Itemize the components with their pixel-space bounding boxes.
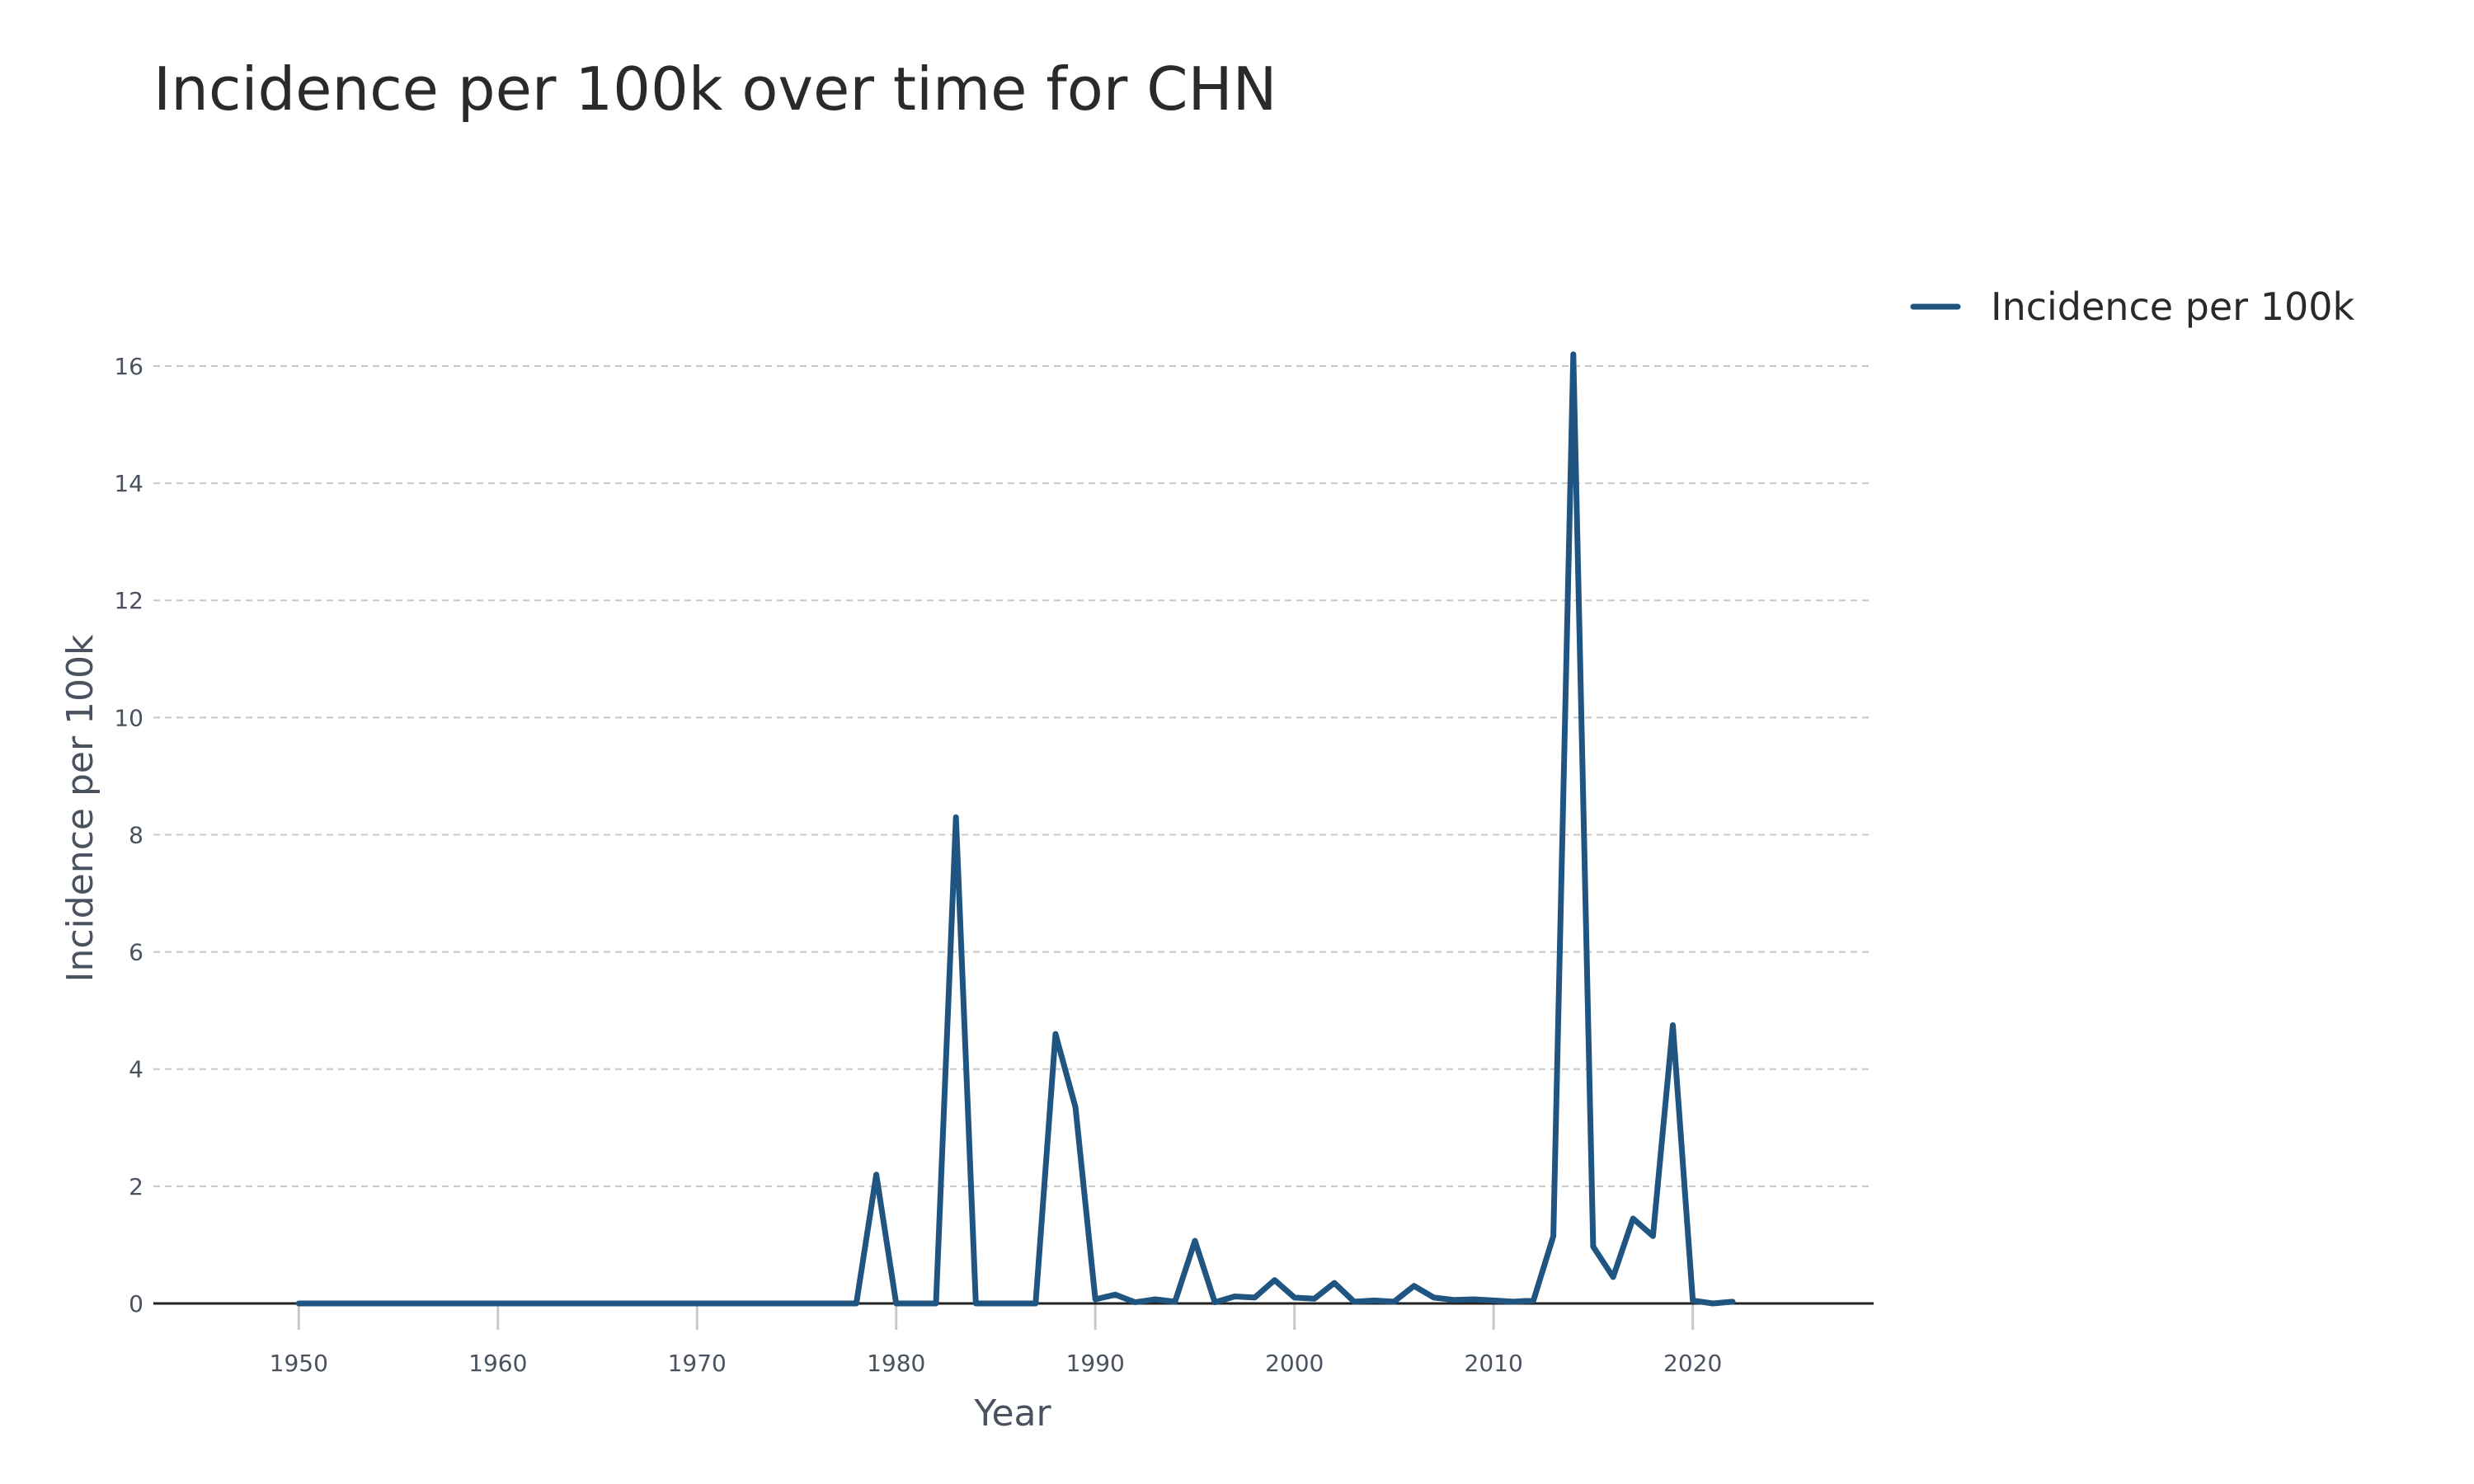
x-tick-label: 2010: [1465, 1350, 1523, 1377]
series-line: [295, 351, 1736, 1307]
x-axis-title: Year: [973, 1392, 1051, 1435]
x-tick-label: 1980: [867, 1350, 925, 1377]
legend-label: Incidence per 100k: [1991, 284, 2354, 329]
series-lines: [295, 351, 1736, 1307]
y-tick-label: 4: [129, 1056, 143, 1083]
y-tick-label: 6: [129, 939, 143, 966]
y-tick-label: 8: [129, 821, 143, 848]
x-axis-ticks: 1950 1960 1970 1980 1990 2000 2010 2020: [270, 1303, 1722, 1377]
legend[interactable]: Incidence per 100k: [1910, 284, 2354, 329]
x-tick-label: 2020: [1663, 1350, 1722, 1377]
x-tick-label: 1960: [468, 1350, 527, 1377]
y-axis-title: Incidence per 100k: [59, 634, 101, 982]
y-axis-ticks: 0 2 4 6 8 10 12 14 16: [114, 353, 143, 1317]
y-tick-label: 0: [129, 1290, 143, 1317]
x-tick-label: 1970: [668, 1350, 727, 1377]
y-tick-label: 12: [114, 587, 143, 614]
y-tick-label: 16: [114, 353, 143, 380]
x-tick-label: 2000: [1265, 1350, 1324, 1377]
y-tick-label: 10: [114, 704, 143, 731]
gridlines: [153, 364, 1872, 1187]
chart-title: Incidence per 100k over time for CHN: [153, 54, 1277, 124]
y-tick-label: 2: [129, 1173, 143, 1200]
x-tick-label: 1950: [270, 1350, 328, 1377]
y-tick-label: 14: [114, 470, 143, 497]
x-tick-label: 1990: [1066, 1350, 1125, 1377]
